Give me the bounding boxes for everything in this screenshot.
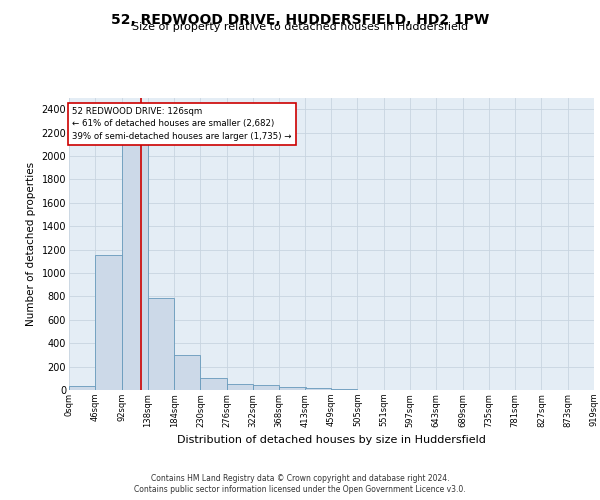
Bar: [279, 387, 305, 390]
Bar: [227, 384, 253, 390]
Bar: [305, 388, 331, 390]
Y-axis label: Number of detached properties: Number of detached properties: [26, 162, 36, 326]
Bar: [95, 256, 122, 390]
Bar: [253, 386, 279, 390]
Bar: [174, 356, 200, 390]
Text: 52 REDWOOD DRIVE: 126sqm
← 61% of detached houses are smaller (2,682)
39% of sem: 52 REDWOOD DRIVE: 126sqm ← 61% of detach…: [72, 107, 292, 141]
Text: Contains HM Land Registry data © Crown copyright and database right 2024.
Contai: Contains HM Land Registry data © Crown c…: [134, 474, 466, 494]
Bar: [148, 298, 174, 390]
Text: Size of property relative to detached houses in Huddersfield: Size of property relative to detached ho…: [132, 22, 468, 32]
Bar: [69, 386, 95, 390]
Bar: [200, 378, 227, 390]
Bar: [122, 132, 148, 390]
Text: 52, REDWOOD DRIVE, HUDDERSFIELD, HD2 1PW: 52, REDWOOD DRIVE, HUDDERSFIELD, HD2 1PW: [111, 12, 489, 26]
X-axis label: Distribution of detached houses by size in Huddersfield: Distribution of detached houses by size …: [177, 435, 486, 445]
